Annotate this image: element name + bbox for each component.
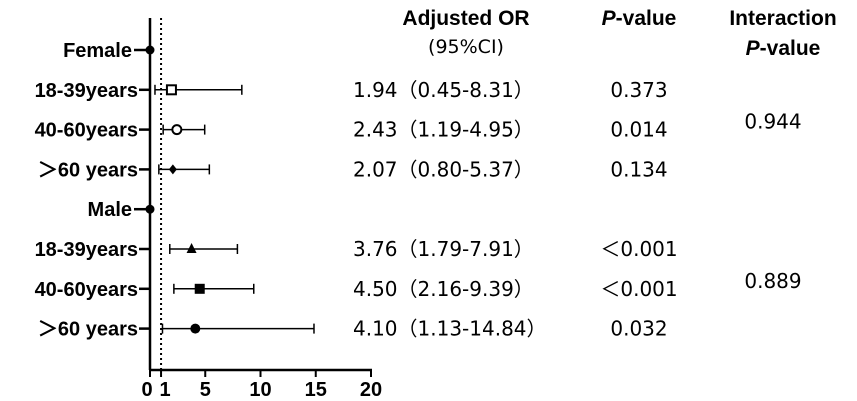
rows-layer: Female 18-39years 1.94（0.45-8.31） 0.373 40-6… [35, 40, 802, 341]
header-p-italic: P [602, 7, 617, 30]
x-tick-label: 5 [200, 379, 211, 401]
header-ci: (95%CI) [428, 36, 504, 58]
group-label: Female [63, 40, 132, 62]
or-ci-value: 3.76（1.79-7.91） [353, 237, 534, 261]
interaction-p-value: 0.889 [744, 269, 801, 293]
axis-layer: 0 1 5 10 15 20 [141, 18, 382, 401]
row-label: ＞60 years [38, 159, 138, 181]
marker-circle [190, 323, 201, 334]
group-dot [145, 45, 155, 55]
p-value: 0.032 [610, 317, 667, 341]
interaction-p-value: 0.944 [744, 110, 801, 134]
header-interaction-p-rest: -value [760, 37, 821, 60]
row-label: 18-39years [35, 239, 138, 261]
row-label: 18-39years [35, 80, 138, 102]
x-tick-label: 0 [141, 379, 152, 401]
or-ci-value: 1.94（0.45-8.31） [353, 78, 534, 102]
header-p-rest: -value [616, 7, 677, 30]
marker-square-open [165, 84, 177, 96]
header-interaction-p-italic: P [746, 37, 761, 60]
p-value: ＜0.001 [600, 277, 677, 301]
p-value: ＜0.001 [600, 237, 677, 261]
x-tick-label: 1 [159, 379, 170, 401]
header-interaction-p: P-value [746, 37, 821, 60]
or-ci-value: 2.43（1.19-4.95） [353, 118, 534, 142]
group-dot [145, 204, 155, 214]
p-value: 0.373 [610, 78, 667, 102]
row-label: 40-60years [35, 279, 138, 301]
marker-square [194, 283, 205, 294]
p-value: 0.134 [610, 157, 667, 181]
header-adjusted-or: Adjusted OR [402, 7, 529, 30]
marker-triangle [186, 243, 197, 253]
marker-circle-open [171, 124, 183, 136]
header-p-value: P-value [602, 7, 677, 30]
x-tick-label: 15 [305, 379, 327, 401]
x-tick-label: 20 [360, 379, 382, 401]
row-label: 40-60years [35, 120, 138, 142]
group-label: Male [88, 199, 132, 221]
or-ci-value: 2.07（0.80-5.37） [353, 157, 534, 181]
marker-diamond [168, 164, 177, 175]
p-value: 0.014 [610, 118, 667, 142]
or-ci-value: 4.50（2.16-9.39） [353, 277, 534, 301]
header-interaction: Interaction [729, 7, 836, 30]
or-ci-value: 4.10（1.13-14.84） [353, 317, 547, 341]
x-tick-label: 10 [249, 379, 271, 401]
row-label: ＞60 years [38, 319, 138, 341]
